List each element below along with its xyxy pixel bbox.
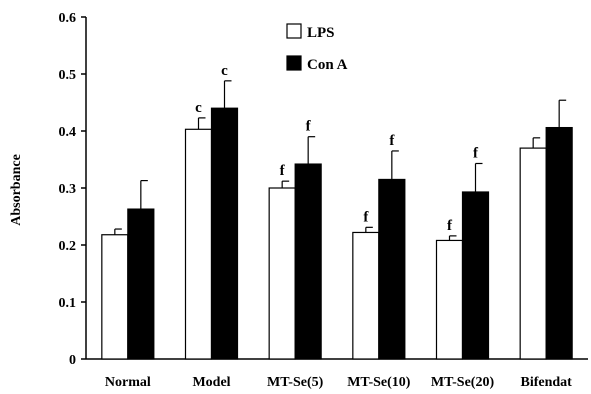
legend-swatch-lps — [286, 23, 302, 39]
y-tick-label: 0.2 — [59, 239, 77, 254]
bar-lps-0 — [101, 234, 129, 360]
category-label: Model — [192, 375, 230, 390]
bar-con-a-3 — [378, 178, 406, 360]
category-label: Normal — [105, 375, 151, 390]
legend-swatch-con-a — [286, 55, 302, 71]
significance-label: f — [473, 145, 479, 161]
y-tick-label: 0.3 — [59, 182, 77, 197]
y-tick-label: 0.5 — [59, 68, 77, 83]
legend-label: Con A — [307, 57, 348, 73]
significance-label: c — [221, 63, 228, 79]
bar-con-a-1 — [210, 107, 239, 360]
category-label: MT-Se(10) — [347, 375, 411, 390]
bar-con-a-0 — [127, 208, 155, 360]
significance-label: f — [363, 209, 369, 225]
bar-con-a-4 — [461, 191, 490, 360]
significance-label: c — [195, 100, 202, 116]
category-labels: Normal Model MT-Se(5) MT-Se(10) MT-Se(20) Bif… — [105, 375, 572, 390]
bars — [101, 107, 573, 360]
significance-label: f — [306, 119, 312, 135]
y-tick-label: 0 — [69, 353, 76, 368]
bar-lps-1 — [184, 128, 213, 360]
significance-labels: c c f f f f f f — [195, 63, 479, 234]
significance-label: f — [280, 163, 286, 179]
y-tick-label: 0.4 — [59, 125, 77, 140]
significance-label: f — [447, 218, 453, 234]
category-label: Bifendat — [520, 375, 572, 390]
y-tick-label: 0.1 — [59, 296, 77, 311]
legend-label: LPS — [307, 25, 335, 41]
bar-lps-5 — [519, 147, 547, 360]
bar-lps-2 — [268, 187, 296, 360]
bar-con-a-5 — [545, 126, 573, 360]
y-axis-label: Absorbance — [9, 154, 24, 226]
bar-lps-4 — [435, 239, 464, 360]
y-ticks: 0 0.1 0.2 0.3 0.4 0.5 0.6 — [59, 11, 86, 368]
bar-lps-3 — [352, 231, 380, 360]
legend: LPS Con A — [286, 23, 348, 73]
y-tick-label: 0.6 — [59, 11, 77, 26]
bar-con-a-2 — [294, 163, 322, 360]
error-bars — [114, 80, 567, 241]
significance-label: f — [389, 133, 395, 149]
category-label: MT-Se(20) — [431, 375, 495, 390]
category-label: MT-Se(5) — [267, 375, 324, 390]
